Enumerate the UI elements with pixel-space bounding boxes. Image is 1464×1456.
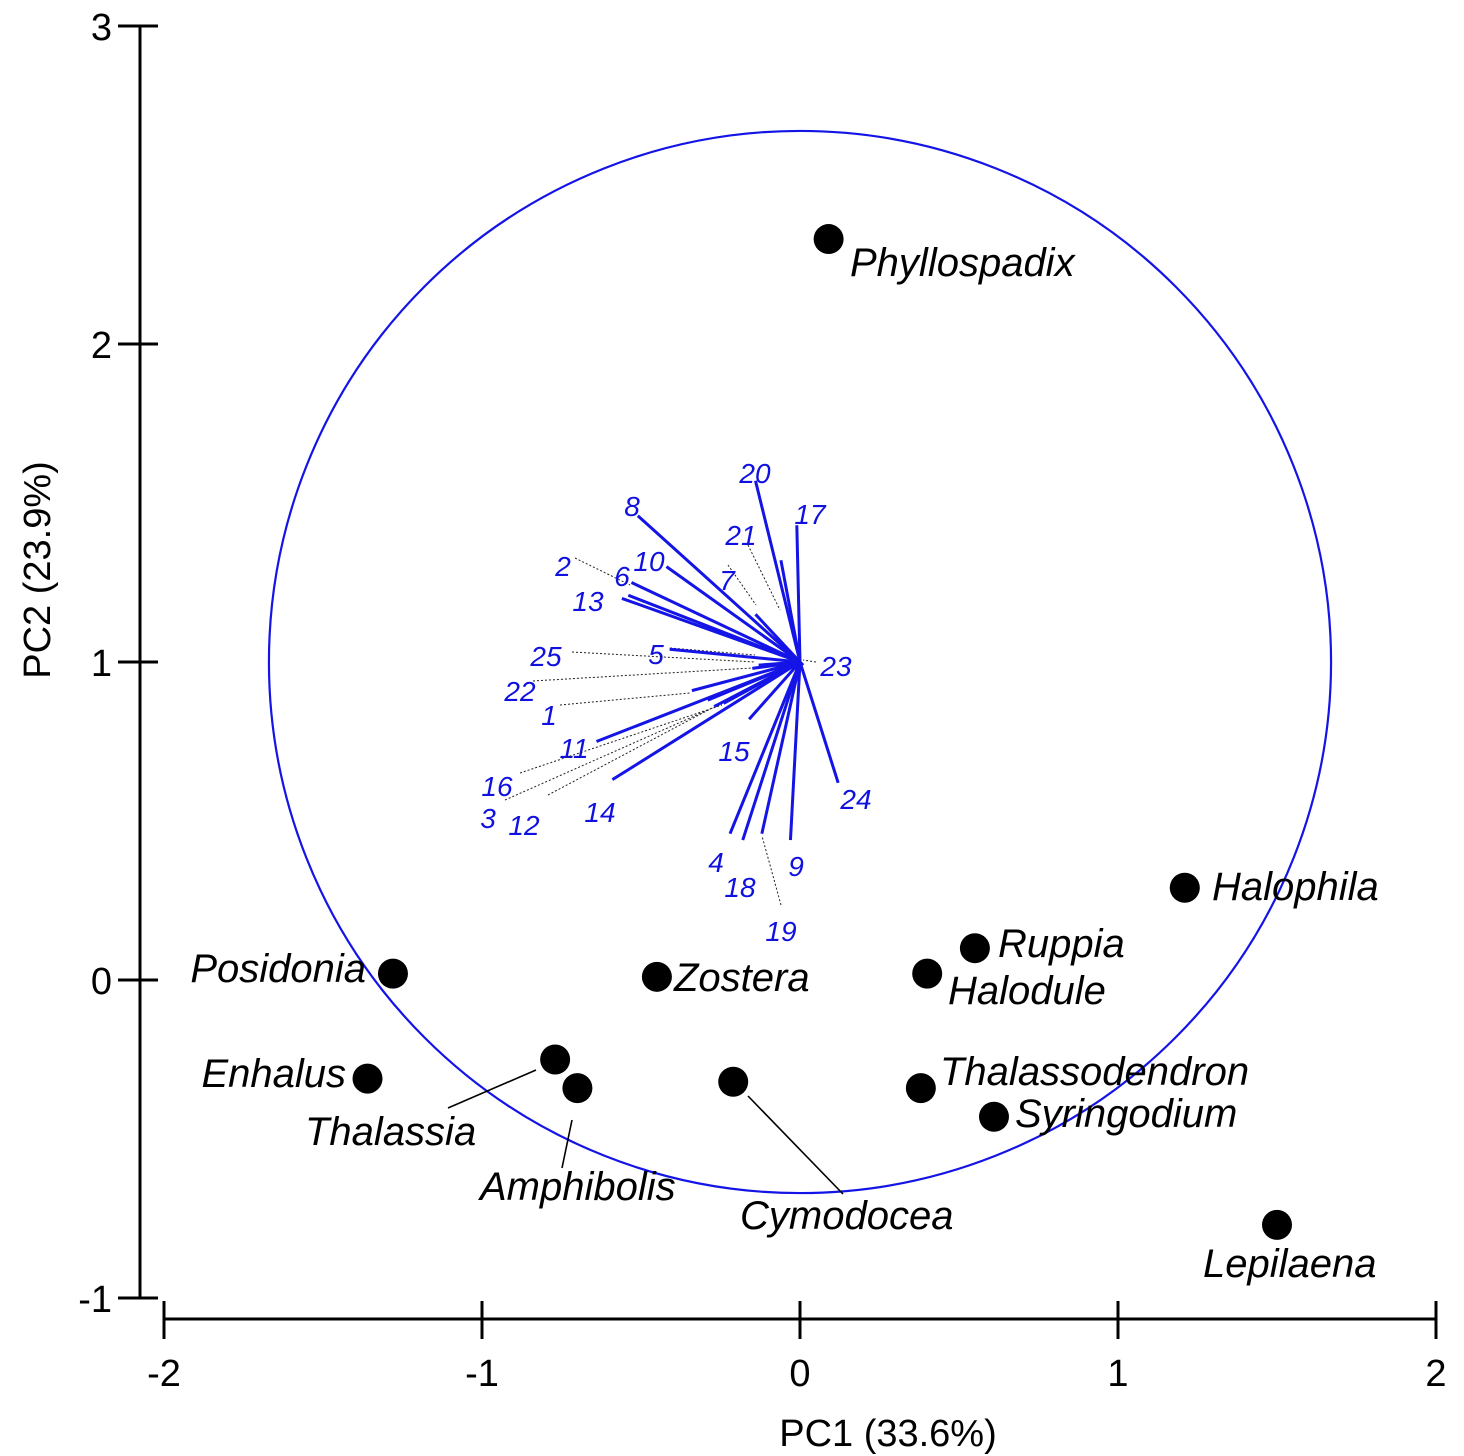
y-tick-label: 1 — [91, 643, 112, 685]
vector-label-13: 13 — [572, 586, 604, 617]
vector-label-21: 21 — [724, 520, 756, 551]
x-tick-label: 1 — [1107, 1353, 1128, 1395]
vector-label-23: 23 — [819, 651, 852, 682]
vector-leader-22 — [533, 668, 752, 681]
point-label-thalassia: Thalassia — [305, 1110, 476, 1154]
point-zostera — [642, 962, 672, 992]
vector-label-1: 1 — [541, 700, 557, 731]
vector-leader-23 — [803, 660, 816, 662]
point-label-halodule: Halodule — [948, 969, 1106, 1013]
point-label-syringodium: Syringodium — [1015, 1092, 1237, 1136]
x-tick-label: 2 — [1425, 1353, 1446, 1395]
vector-label-11: 11 — [559, 733, 588, 764]
vector-1 — [692, 662, 800, 691]
point-halodule — [912, 959, 942, 989]
vector-label-4: 4 — [708, 847, 724, 878]
point-cymodocea — [718, 1067, 748, 1097]
point-posidonia — [378, 959, 408, 989]
x-tick-label: -2 — [147, 1353, 181, 1395]
vector-label-24: 24 — [839, 784, 871, 815]
point-label-zostera: Zostera — [673, 956, 810, 1000]
vector-14 — [612, 662, 800, 780]
point-thalassodendron — [906, 1073, 936, 1103]
point-enhalus — [353, 1064, 383, 1094]
vector-label-14: 14 — [584, 797, 615, 828]
point-leader-thalassia — [448, 1070, 536, 1108]
vector-label-3: 3 — [480, 803, 496, 834]
point-syringodium — [979, 1102, 1009, 1132]
vector-label-18: 18 — [724, 872, 756, 903]
point-label-thalassodendron: Thalassodendron — [940, 1050, 1249, 1094]
x-tick-label: 0 — [789, 1353, 810, 1395]
vector-leader-19 — [762, 836, 781, 905]
point-label-posidonia: Posidonia — [190, 947, 366, 991]
point-label-lepilaena: Lepilaena — [1203, 1242, 1377, 1286]
vector-label-19: 19 — [765, 916, 796, 947]
vector-label-8: 8 — [624, 491, 640, 522]
y-tick-label: 2 — [91, 325, 112, 367]
point-phyllospadix — [814, 224, 844, 254]
vector-label-16: 16 — [481, 771, 513, 802]
point-leader-amphibolis — [562, 1120, 572, 1168]
y-tick-label: -1 — [78, 1279, 112, 1321]
x-axis-title: PC1 (33.6%) — [779, 1413, 997, 1455]
point-label-cymodocea: Cymodocea — [740, 1194, 953, 1238]
point-halophila — [1170, 873, 1200, 903]
vector-leader-1 — [560, 693, 690, 705]
vector-11 — [596, 662, 800, 742]
vector-label-15: 15 — [718, 736, 750, 767]
vector-label-25: 25 — [529, 641, 562, 672]
vector-label-10: 10 — [633, 546, 665, 577]
vector-label-22: 22 — [503, 676, 536, 707]
point-thalassia — [540, 1045, 570, 1075]
y-tick-label: 3 — [91, 7, 112, 49]
point-lepilaena — [1262, 1210, 1292, 1240]
y-tick-label: 0 — [91, 961, 112, 1003]
vector-label-9: 9 — [788, 851, 804, 882]
vector-label-2: 2 — [554, 551, 571, 582]
vector-label-12: 12 — [508, 810, 540, 841]
point-label-amphibolis: Amphibolis — [478, 1165, 676, 1209]
point-label-phyllospadix: Phyllospadix — [850, 241, 1077, 285]
vector-label-17: 17 — [794, 499, 827, 530]
x-tick-label: -1 — [465, 1353, 499, 1395]
y-axis-title: PC2 (23.9%) — [17, 461, 59, 679]
point-ruppia — [960, 933, 990, 963]
point-label-enhalus: Enhalus — [201, 1052, 346, 1096]
point-label-ruppia: Ruppia — [998, 922, 1125, 966]
point-leader-cymodocea — [748, 1096, 843, 1194]
vector-label-20: 20 — [738, 458, 771, 489]
vector-leader-3 — [505, 710, 708, 800]
vector-label-5: 5 — [648, 639, 664, 670]
vector-label-6: 6 — [614, 561, 630, 592]
point-amphibolis — [562, 1073, 592, 1103]
point-label-halophila: Halophila — [1212, 865, 1379, 909]
